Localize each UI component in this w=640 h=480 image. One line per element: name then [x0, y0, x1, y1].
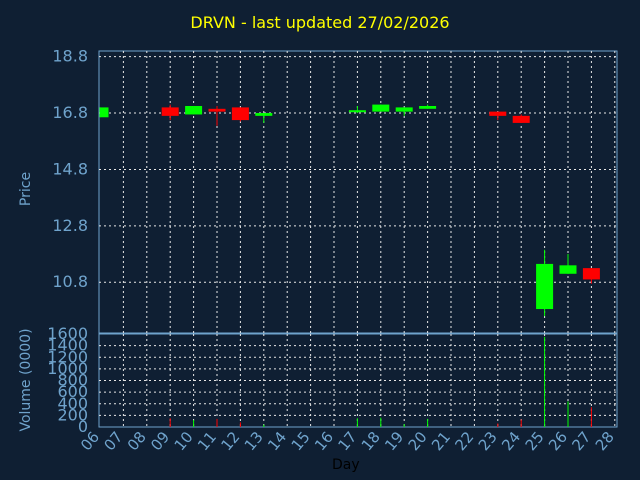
volume-tick-label: 400: [57, 394, 88, 413]
x-tick-label: 14: [264, 428, 290, 454]
x-tick-label: 09: [147, 428, 173, 454]
x-tick-label: 16: [311, 428, 337, 454]
x-tick-label: 27: [568, 428, 594, 454]
candle-body: [255, 113, 273, 116]
volume-tick-label: 600: [57, 382, 88, 401]
candle-body: [348, 110, 366, 113]
price-tick-label: 10.8: [52, 272, 88, 291]
candle-body: [395, 107, 413, 112]
x-tick-labels: 0607080910111213141516171819202122232425…: [77, 428, 618, 454]
candles: [99, 104, 600, 317]
volume-bars: [169, 336, 592, 427]
x-tick-label: 15: [288, 428, 314, 454]
x-tick-label: 22: [451, 428, 477, 454]
volume-tick-label: 200: [57, 405, 88, 424]
volume-tick-label: 1000: [47, 359, 88, 378]
candle-body: [582, 268, 600, 280]
x-tick-label: 28: [592, 428, 618, 454]
x-tick-label: 20: [405, 428, 431, 454]
price-tick-label: 12.8: [52, 216, 88, 235]
x-tick-label: 18: [358, 428, 384, 454]
candle-body: [100, 107, 109, 118]
x-tick-label: 25: [522, 428, 548, 454]
candle-body: [185, 105, 203, 115]
x-axis-label: Day: [332, 457, 360, 473]
x-tick-label: 19: [381, 428, 407, 454]
candle-body: [559, 265, 577, 274]
x-tick-label: 23: [475, 428, 501, 454]
candle-body: [208, 108, 226, 112]
volume-tick-label: 800: [57, 371, 88, 390]
x-tick-label: 08: [124, 428, 150, 454]
candle-body: [231, 107, 249, 121]
price-panel: [98, 50, 618, 334]
x-tick-label: 17: [334, 428, 360, 454]
price-tick-labels: 18.8 16.8 14.8 12.8 10.8: [52, 47, 88, 292]
price-tick-label: 14.8: [52, 159, 88, 178]
price-tick-label: 16.8: [52, 103, 88, 122]
candle-body: [536, 263, 554, 310]
x-tick-label: 24: [498, 428, 524, 454]
candle-body: [372, 104, 390, 112]
candle-body: [161, 107, 179, 116]
x-tick-label: 07: [100, 428, 126, 454]
candle-body: [419, 105, 437, 109]
volume-tick-label: 1400: [47, 336, 88, 355]
candle-body: [489, 111, 507, 116]
grid-lines: [99, 51, 617, 427]
chart-title: DRVN - last updated 27/02/2026: [190, 13, 450, 32]
volume-tick-label: 0: [78, 417, 88, 436]
x-tick-label: 13: [241, 428, 267, 454]
x-tick-label: 10: [171, 428, 197, 454]
price-tick-label: 18.8: [52, 47, 88, 66]
x-tick-label: 21: [428, 428, 454, 454]
candle-body: [512, 115, 530, 123]
x-tick-label: 26: [545, 428, 571, 454]
x-tick-label: 12: [217, 428, 243, 454]
volume-tick-label: 1600: [47, 324, 88, 343]
x-tick-label: 11: [194, 428, 220, 454]
volume-tick-label: 1200: [47, 347, 88, 366]
